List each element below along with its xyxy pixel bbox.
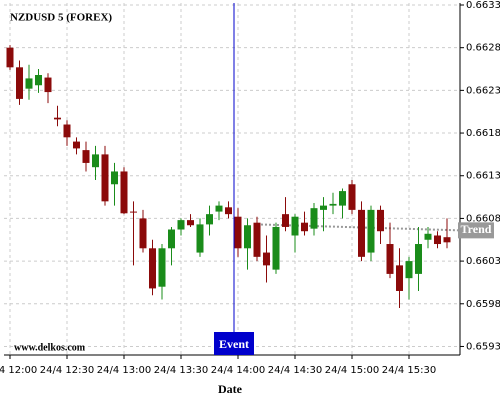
candle-body	[177, 220, 185, 230]
candle-body	[415, 244, 422, 274]
y-tick-label: 0.6618	[466, 128, 500, 139]
candle-body	[310, 208, 318, 229]
candle-body	[443, 237, 451, 243]
candle-body	[158, 248, 166, 287]
candle-body	[225, 207, 232, 215]
candle-body	[253, 222, 261, 257]
y-tick-label: 0.6608	[466, 213, 500, 224]
candle-body	[367, 209, 375, 253]
trend-label-box	[458, 222, 494, 239]
candle-body	[320, 205, 327, 210]
candle-body	[386, 244, 394, 274]
event-label: Event	[219, 337, 249, 351]
x-axis-title: Date	[218, 382, 243, 396]
candle-body	[424, 233, 432, 240]
watermark: www.delkos.com	[14, 342, 86, 353]
candle-body	[73, 141, 80, 149]
candle-body	[377, 209, 384, 232]
candle-body	[348, 184, 356, 210]
candle-body	[339, 191, 346, 206]
trend-label: Trend	[461, 222, 492, 236]
y-tick-label: 0.6623	[466, 85, 500, 96]
candle-body	[25, 78, 33, 89]
x-tick-label: 24/4 13:00	[97, 365, 151, 376]
candle-body	[168, 229, 175, 249]
candle-body	[434, 235, 441, 245]
x-tick-label: 24/4 14:00	[211, 365, 265, 376]
candle-body	[396, 265, 403, 291]
candle-body	[272, 226, 280, 270]
candle-body	[405, 261, 413, 279]
candle-body	[35, 75, 42, 86]
candle-body	[54, 117, 61, 120]
plot-area	[4, 3, 460, 355]
candle-body	[16, 67, 23, 99]
candle-body	[130, 211, 137, 213]
candle-body	[244, 225, 251, 249]
candle-body	[120, 171, 128, 214]
candle-body	[92, 154, 99, 168]
y-tick-label: 0.6628	[466, 43, 500, 54]
candle-body	[301, 222, 308, 232]
candle-body	[44, 77, 52, 93]
candle-body	[63, 124, 71, 138]
candle-body	[82, 150, 90, 163]
y-tick-label: 0.6613	[466, 171, 500, 182]
x-tick-label: 24/4 14:30	[268, 365, 322, 376]
candle-body	[282, 214, 289, 227]
candle-body	[111, 171, 118, 185]
x-tick-label: 24/4 12:30	[40, 365, 94, 376]
y-tick-label: 0.6598	[466, 299, 500, 310]
candle-body	[215, 205, 223, 212]
event-label-box	[214, 332, 254, 355]
candle-body	[6, 47, 14, 68]
candle-body	[329, 203, 337, 206]
candle-body	[291, 216, 299, 236]
candle-body	[234, 216, 242, 249]
candle-body	[187, 220, 194, 226]
x-tick-label: 24/4 12:00	[0, 365, 37, 376]
x-tick-label: 24/4 15:00	[325, 365, 379, 376]
candle-body	[149, 248, 156, 289]
y-tick-label: 0.6593	[466, 341, 500, 352]
chart-title: NZDUSD 5 (FOREX)	[10, 12, 112, 24]
x-tick-label: 24/4 13:30	[154, 365, 208, 376]
y-tick-label: 0.6633	[466, 0, 500, 11]
y-tick-label: 0.6603	[466, 256, 500, 267]
candle-body	[101, 154, 109, 202]
candle-body	[263, 252, 270, 266]
x-tick-label: 24/4 15:30	[382, 365, 436, 376]
candle-body	[196, 224, 204, 253]
candle-body	[206, 214, 213, 225]
candle-body	[139, 218, 147, 249]
candle-body	[358, 209, 365, 257]
